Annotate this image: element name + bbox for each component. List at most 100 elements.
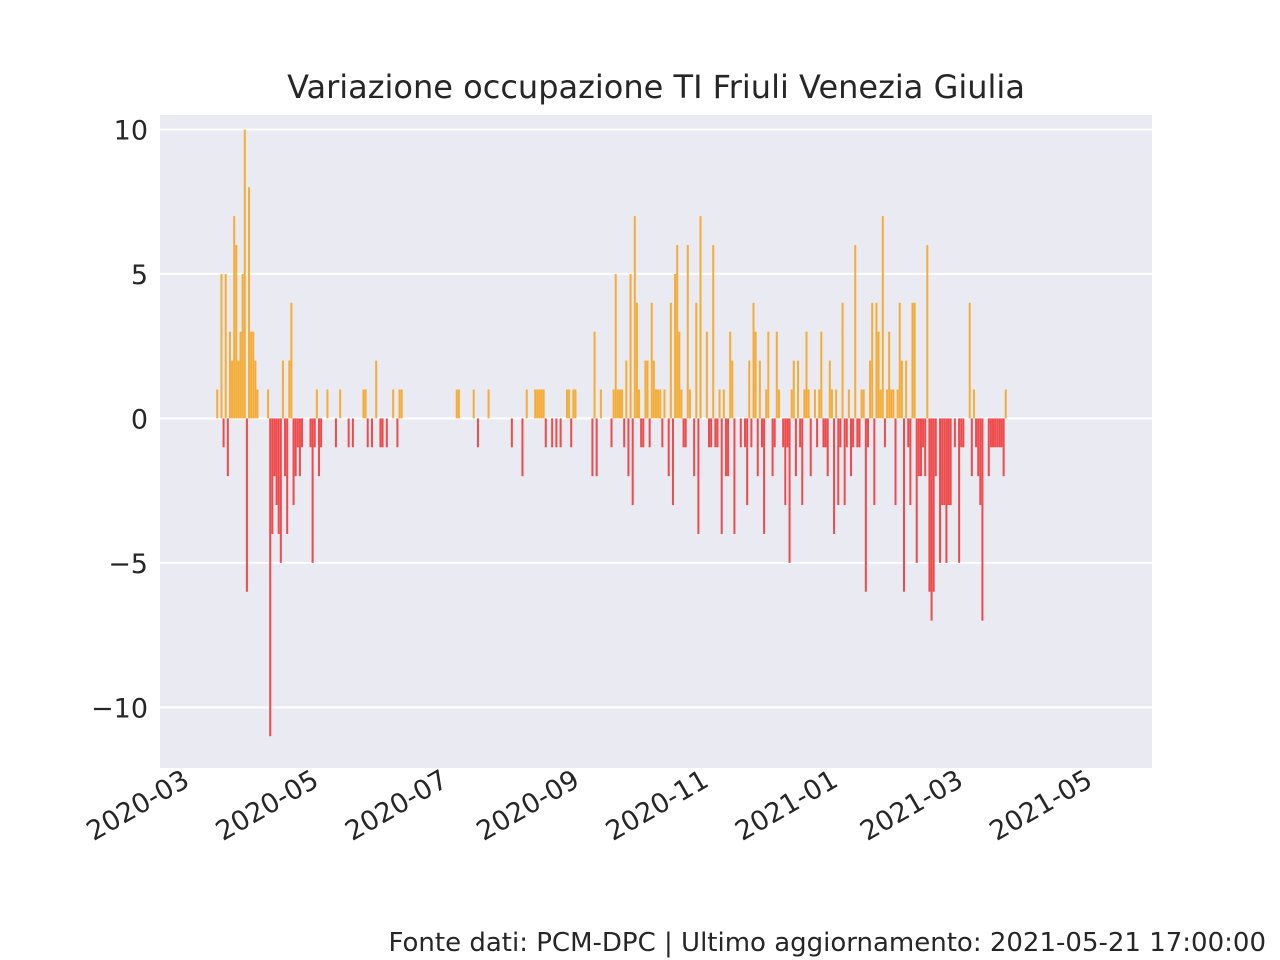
bar <box>792 360 795 419</box>
plot-area <box>160 115 1152 768</box>
bar <box>881 216 884 419</box>
bar <box>763 418 766 534</box>
bar <box>674 273 677 419</box>
bar <box>659 389 662 419</box>
bar <box>671 418 674 506</box>
bar <box>273 418 276 477</box>
bar <box>379 418 382 448</box>
bar <box>610 418 613 448</box>
bar <box>233 216 236 419</box>
bar <box>570 418 573 448</box>
bar <box>932 418 935 592</box>
bar <box>559 418 562 448</box>
bar <box>521 418 524 477</box>
bar <box>631 418 634 506</box>
bar <box>850 418 853 477</box>
x-tick-label: 2020-09 <box>472 764 585 847</box>
bar <box>618 389 621 419</box>
x-tick-label: 2020-03 <box>81 764 194 847</box>
bar <box>977 418 980 477</box>
bar <box>754 331 757 419</box>
bar <box>809 418 812 477</box>
bar <box>894 418 897 506</box>
bar <box>682 418 685 448</box>
bar <box>902 418 906 592</box>
bar <box>621 389 624 419</box>
bar <box>898 302 901 419</box>
bar <box>294 418 297 477</box>
bar <box>279 418 282 563</box>
bar <box>650 302 653 419</box>
bar <box>979 418 982 506</box>
bar <box>782 418 785 448</box>
bar <box>720 418 723 534</box>
bar <box>231 360 234 419</box>
bar <box>888 331 891 419</box>
bar <box>375 360 378 419</box>
bar <box>292 418 295 506</box>
bar <box>953 418 956 448</box>
bar <box>748 360 751 419</box>
bar <box>837 418 840 506</box>
bar <box>777 389 780 419</box>
bar <box>281 360 284 419</box>
bar <box>243 129 246 419</box>
bar <box>871 302 874 419</box>
bar <box>860 389 863 419</box>
bar <box>996 418 999 448</box>
bar <box>926 245 929 419</box>
bar <box>301 418 304 448</box>
bar <box>487 389 490 419</box>
bars <box>216 129 1007 737</box>
bar <box>334 418 337 448</box>
bar <box>457 389 460 419</box>
bar <box>667 418 670 477</box>
bar <box>555 418 558 448</box>
bar <box>697 418 700 534</box>
bar <box>267 389 270 419</box>
bar <box>654 389 658 419</box>
bar <box>538 389 541 419</box>
bar <box>663 389 666 419</box>
x-tick-label: 2021-05 <box>984 764 1097 847</box>
bar <box>813 389 816 419</box>
bar <box>847 389 850 419</box>
bar <box>574 389 577 419</box>
bar <box>684 418 687 448</box>
bar <box>824 418 827 448</box>
bar <box>614 273 617 419</box>
bar <box>968 302 971 419</box>
bar <box>646 360 649 419</box>
bar <box>669 302 672 419</box>
bar <box>638 389 641 419</box>
bar <box>633 216 636 419</box>
bar <box>271 418 274 534</box>
y-tick-label: −10 <box>91 693 148 724</box>
bar <box>1000 418 1003 448</box>
bar <box>826 418 829 477</box>
bar <box>729 331 732 419</box>
chart-title: Variazione occupazione TI Friuli Venezia… <box>287 68 1025 106</box>
bar <box>854 245 857 419</box>
bar <box>917 418 920 477</box>
bar <box>864 418 867 592</box>
bar <box>676 245 679 419</box>
bar <box>794 418 797 477</box>
bar <box>841 302 844 419</box>
bar <box>866 418 869 448</box>
bar <box>816 418 819 448</box>
bar <box>900 360 903 419</box>
bar <box>510 418 513 448</box>
bar <box>731 360 734 419</box>
bar <box>998 418 1001 448</box>
bar <box>400 389 403 419</box>
x-tick-label: 2020-05 <box>211 764 324 847</box>
bar <box>805 331 808 419</box>
bar <box>718 389 721 419</box>
bar <box>269 418 272 737</box>
bar <box>648 418 651 448</box>
bar <box>635 302 638 419</box>
bar <box>714 418 717 448</box>
bar <box>750 418 753 448</box>
